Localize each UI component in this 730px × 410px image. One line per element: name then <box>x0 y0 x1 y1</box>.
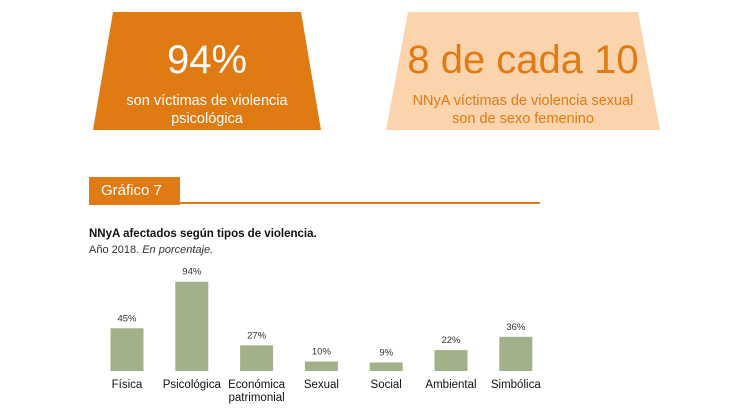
bar-1 <box>175 281 209 371</box>
stat-card-sexual: 8 de cada 10 NNyA víctimas de violencia … <box>386 12 660 130</box>
stat-card-psicologica-caption: son víctimas de violencia psicológica <box>93 92 321 128</box>
value-label-5: 22% <box>441 335 461 346</box>
chart-subtitle-unit: En porcentaje. <box>142 244 214 256</box>
category-label-0: Física <box>112 379 143 391</box>
value-label-0: 45% <box>117 313 137 324</box>
category-label-5: Ambiental <box>425 379 476 391</box>
chart-subtitle-year: Año 2018. <box>89 244 143 256</box>
stat-card-sexual-caption: NNyA víctimas de violencia sexual son de… <box>386 92 660 128</box>
category-label-4: Social <box>371 379 402 391</box>
chart-subtitle: Año 2018. En porcentaje. <box>89 244 213 256</box>
category-label-1: Psicológica <box>163 379 222 391</box>
bar-4 <box>369 362 403 371</box>
value-label-3: 10% <box>312 347 332 358</box>
category-label-6: Simbólica <box>491 379 541 391</box>
bar-0 <box>110 328 144 371</box>
category-label-2-line2: patrimonial <box>228 392 284 404</box>
stat-card-psicologica: 94% son víctimas de violencia psicológic… <box>93 12 321 130</box>
bar-2 <box>240 345 274 371</box>
stat-card-psicologica-caption-line2: psicológica <box>171 111 243 127</box>
stat-card-sexual-shape <box>386 12 660 130</box>
value-label-4: 9% <box>379 347 393 358</box>
bar-3 <box>304 361 338 371</box>
stat-card-psicologica-value: 94% <box>166 38 248 82</box>
category-label-2: Económica <box>228 379 285 391</box>
stat-card-sexual-caption-line2: son de sexo femenino <box>452 111 594 127</box>
stat-card-psicologica-shape <box>93 12 321 130</box>
figure-rule <box>180 202 540 204</box>
stat-card-psicologica-caption-line1: son víctimas de violencia <box>126 93 288 109</box>
stat-card-sexual-value: 8 de cada 10 <box>407 38 639 82</box>
stat-card-sexual-caption-line1: NNyA víctimas de violencia sexual <box>412 93 634 109</box>
bar-6 <box>499 336 533 371</box>
value-label-1: 94% <box>182 267 202 278</box>
value-label-2: 27% <box>247 330 267 341</box>
value-label-6: 36% <box>506 322 526 333</box>
chart-title: NNyA afectados según tipos de violencia. <box>89 228 317 240</box>
figure-label: Gráfico 7 <box>89 177 180 205</box>
bar-5 <box>434 350 468 371</box>
category-label-3: Sexual <box>304 379 339 391</box>
